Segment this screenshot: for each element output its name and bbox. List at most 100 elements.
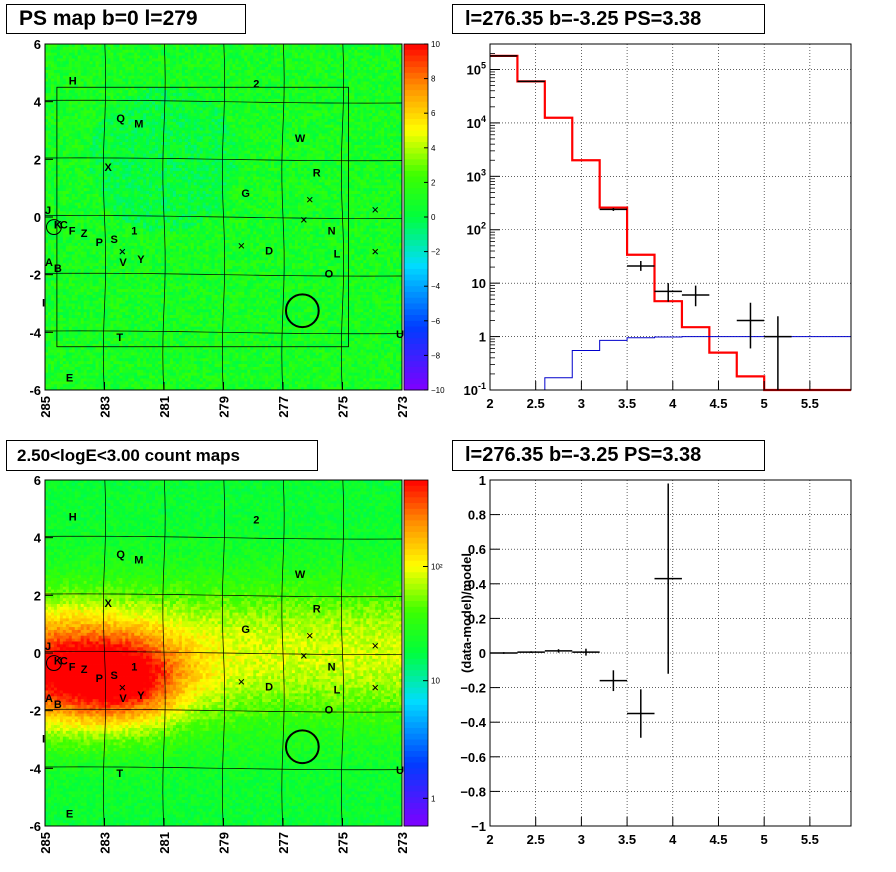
source-label: E (66, 808, 73, 820)
colorbar-tick-label: 1 (431, 794, 436, 803)
colorbar-cell (404, 292, 428, 298)
y-tick-label: -4 (29, 325, 41, 340)
colorbar-tick-label: −6 (431, 317, 441, 326)
x-tick-label: 277 (276, 396, 291, 418)
colorbar-cell (404, 693, 428, 699)
source-label: N (328, 661, 336, 673)
colorbar-cell (404, 814, 428, 820)
x-tick-label: 5 (761, 832, 768, 847)
colorbar-cell (404, 240, 428, 246)
x-tick-label: 3 (578, 832, 585, 847)
source-label: R (313, 168, 321, 180)
y-tick-label: −0.2 (460, 681, 486, 696)
colorbar-cell (404, 578, 428, 584)
source-label: D (265, 681, 273, 693)
colorbar-cell (404, 321, 428, 327)
colorbar-cell (404, 361, 428, 367)
colorbar-cell (404, 119, 428, 125)
y-tick-label: -2 (29, 268, 41, 283)
colorbar-cell (404, 269, 428, 275)
y-tick-label: 102 (467, 221, 486, 238)
colorbar-tick-label: 10 (431, 677, 440, 686)
colorbar-cell (404, 601, 428, 607)
x-tick-label: 279 (217, 832, 232, 854)
source-label: L (334, 248, 341, 260)
source-label: V (119, 257, 127, 269)
source-label: O (325, 705, 334, 717)
colorbar-cell (404, 809, 428, 815)
y-tick-label: -4 (29, 761, 41, 776)
colorbar-cell (404, 304, 428, 310)
colorbar-cell (404, 344, 428, 350)
y-tick-label: 4 (34, 531, 42, 546)
source-label: W (295, 569, 306, 581)
colorbar-cell (404, 113, 428, 119)
source-label: E (66, 372, 73, 384)
colorbar-cell (404, 480, 428, 486)
y-tick-label: 6 (34, 473, 41, 488)
colorbar-cell (404, 79, 428, 85)
colorbar-tick-label: 10 (431, 40, 440, 49)
source-label: B (54, 263, 62, 275)
source-label: Z (81, 228, 88, 240)
colorbar-cell (404, 705, 428, 711)
colorbar-cell (404, 159, 428, 165)
colorbar-cell (404, 567, 428, 573)
background-histogram (545, 337, 851, 390)
x-tick-label: 3.5 (618, 396, 636, 411)
y-tick-label: 103 (467, 167, 486, 184)
x-tick-label: 275 (336, 832, 351, 854)
source-label: X (105, 598, 113, 610)
source-label: A (45, 693, 53, 705)
y-tick-label: 104 (467, 114, 486, 131)
y-tick-label: 0 (34, 210, 41, 225)
colorbar-cell (404, 613, 428, 619)
colorbar-cell (404, 572, 428, 578)
colorbar-cell (404, 590, 428, 596)
colorbar-cell (404, 205, 428, 211)
y-tick-label: 1 (479, 473, 486, 488)
colorbar-cell (404, 520, 428, 526)
x-tick-label: 283 (98, 396, 113, 418)
colorbar-cell (404, 327, 428, 333)
y-tick-label: −0.8 (460, 784, 486, 799)
y-tick-label: 2 (34, 152, 41, 167)
colorbar-tick-label: −8 (431, 351, 441, 360)
colorbar-cell (404, 745, 428, 751)
source-label: B (54, 699, 62, 711)
x-tick-label: 281 (157, 396, 172, 418)
residual-y-axis-label: (data-model)/model (459, 553, 474, 673)
source-label: L (334, 684, 341, 696)
colorbar-cell (404, 148, 428, 154)
colorbar-cell (404, 486, 428, 492)
colorbar-cell (404, 682, 428, 688)
colorbar-cell (404, 757, 428, 763)
colorbar-cell (404, 44, 428, 50)
colorbar-cell (404, 96, 428, 102)
colorbar-cell (404, 50, 428, 56)
source-label: T (116, 768, 123, 780)
y-tick-label: −0.6 (460, 750, 486, 765)
source-label: M (134, 555, 143, 567)
colorbar-cell (404, 607, 428, 613)
colorbar-cell (404, 229, 428, 235)
colorbar-tick-label: 2 (431, 178, 436, 187)
colorbar-cell (404, 676, 428, 682)
source-label: H (69, 75, 77, 87)
y-tick-label: −1 (471, 819, 486, 834)
colorbar-cell (404, 200, 428, 206)
figure-canvas: H 2Q MWX RGJKC F Z 1 NP SD LV YA B OIT UE285 283 281 279… (0, 0, 896, 872)
source-label: Y (137, 690, 145, 702)
colorbar-cell (404, 355, 428, 361)
x-tick-label: 277 (276, 832, 291, 854)
x-tick-label: 5.5 (801, 396, 819, 411)
colorbar-cell (404, 538, 428, 544)
x-tick-label: 2 (486, 832, 493, 847)
source-label: W (295, 133, 306, 145)
colorbar-cell (404, 774, 428, 780)
source-label: M (134, 119, 143, 131)
colorbar-cell (404, 711, 428, 717)
colorbar-cell (404, 763, 428, 769)
